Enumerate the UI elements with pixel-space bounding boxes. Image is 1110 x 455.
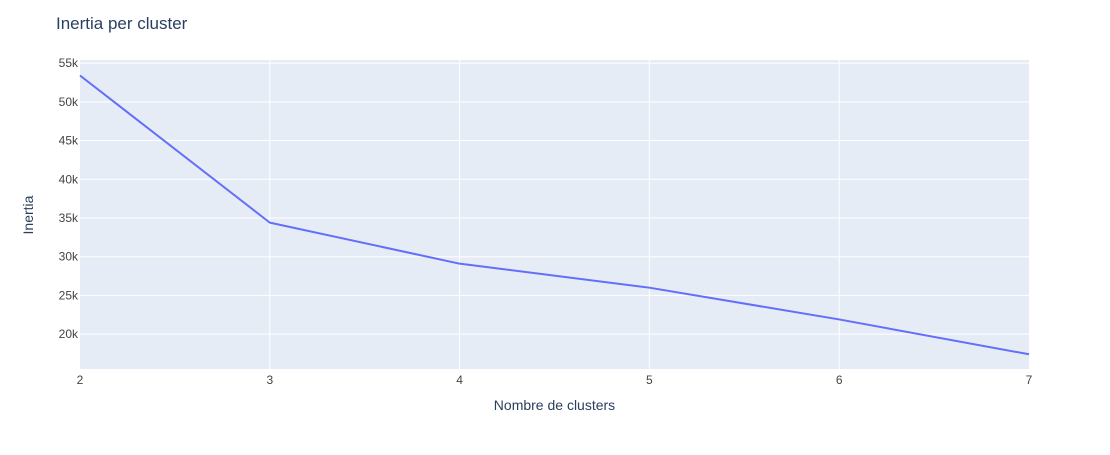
- y-tick-label: 45k: [59, 134, 79, 148]
- y-tick-label: 55k: [59, 56, 79, 70]
- y-tick-label: 40k: [59, 172, 79, 186]
- grid-lines: [80, 60, 1029, 369]
- x-tick-label: 5: [646, 373, 653, 387]
- x-tick-label: 3: [266, 373, 273, 387]
- x-tick-label: 4: [456, 373, 463, 387]
- y-tick-label: 20k: [59, 327, 79, 341]
- x-tick-label: 2: [77, 373, 84, 387]
- y-tick-label: 35k: [59, 211, 79, 225]
- plot-area: [80, 60, 1029, 369]
- y-axis-ticks: 20k 25k 30k 35k 40k 45k 50k 55k: [59, 56, 79, 341]
- x-axis-ticks: 2 3 4 5 6 7: [77, 373, 1033, 387]
- x-tick-label: 6: [836, 373, 843, 387]
- y-tick-label: 50k: [59, 95, 79, 109]
- y-tick-label: 30k: [59, 250, 79, 264]
- series-layer: [79, 74, 1030, 356]
- x-tick-label: 7: [1026, 373, 1033, 387]
- y-axis-label: Inertia: [20, 195, 36, 234]
- x-axis-label: Nombre de clusters: [494, 397, 615, 413]
- y-tick-label: 25k: [59, 288, 79, 302]
- series-line-0: [79, 74, 1030, 356]
- chart-title: Inertia per cluster: [56, 14, 188, 33]
